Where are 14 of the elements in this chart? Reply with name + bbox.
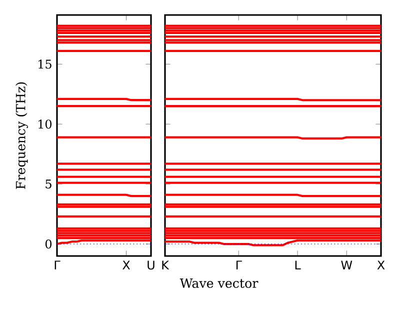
- x-tick-label: U: [148, 260, 154, 270]
- y-tick-label: 10: [38, 120, 52, 129]
- x-tick-label: X: [122, 260, 130, 270]
- x-tick-label: Γ: [236, 260, 242, 270]
- x-tick-label: Γ: [54, 260, 60, 270]
- x-tick-label: X: [377, 260, 385, 270]
- y-tick-label: 15: [38, 60, 52, 69]
- x-tick-label: L: [295, 260, 301, 270]
- x-tick-label: W: [341, 260, 352, 270]
- y-axis-title: Frequency (THz): [16, 82, 28, 189]
- y-tick-label: 5: [46, 180, 52, 188]
- x-tick-label: K: [162, 260, 170, 270]
- y-tick-label: 0: [45, 239, 52, 249]
- x-axis-title: Wave vector: [180, 278, 258, 288]
